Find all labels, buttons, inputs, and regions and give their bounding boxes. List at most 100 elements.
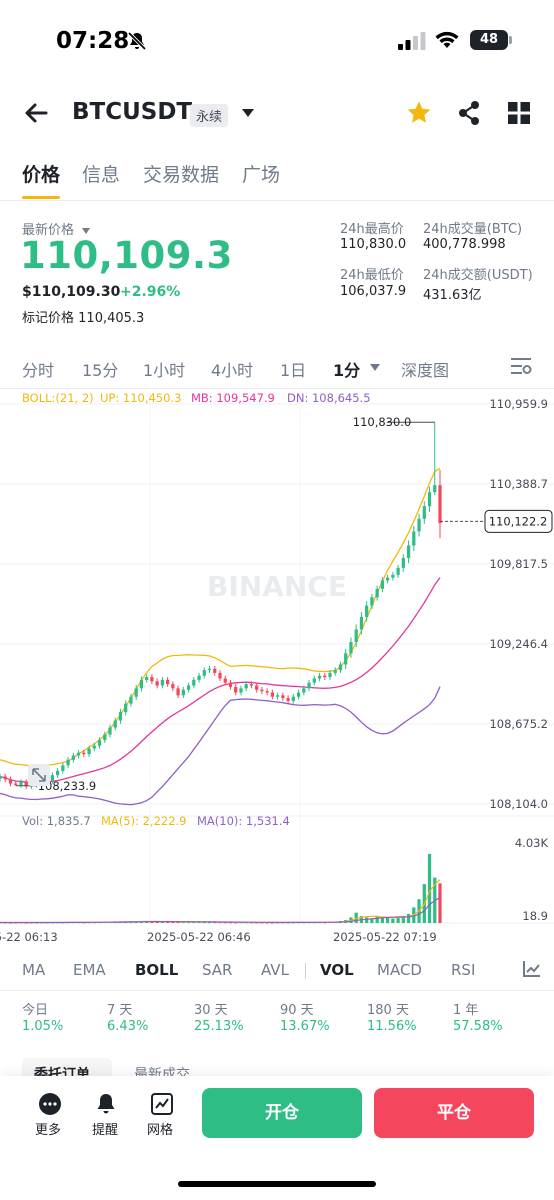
volume-bar: [171, 921, 175, 923]
candle-body: [365, 605, 369, 617]
volume-bar: [150, 921, 154, 923]
perf-value-today: 1.05%: [22, 1019, 64, 1034]
high-24h-label: 24h最高价: [340, 222, 404, 237]
grid-label[interactable]: 网格: [147, 1123, 174, 1138]
indicator-vol[interactable]: VOL: [320, 961, 354, 979]
open-position-button[interactable]: 开仓: [202, 1088, 362, 1138]
last-price: 110,109.3: [20, 234, 233, 277]
perf-value-7d: 6.43%: [107, 1019, 149, 1034]
perf-value-30d: 25.13%: [194, 1019, 244, 1034]
candle-body: [286, 698, 290, 701]
candle-body: [391, 574, 395, 578]
candle-body: [296, 692, 301, 697]
perf-value-90d: 13.67%: [280, 1019, 330, 1034]
indicator-ma[interactable]: MA: [22, 961, 46, 979]
divider: [0, 990, 554, 991]
volume-bar: [427, 853, 432, 923]
more-icon[interactable]: [38, 1092, 62, 1116]
candle-body: [71, 755, 75, 760]
candle-body: [8, 779, 13, 784]
interval-1h[interactable]: 1小时: [143, 361, 186, 380]
indicator-sar[interactable]: SAR: [202, 961, 233, 979]
candle-body: [118, 712, 123, 721]
price-axis-label: 110,959.9: [489, 397, 548, 411]
current-price-tag: 110,122.2: [489, 514, 548, 528]
tab-price[interactable]: 价格: [22, 164, 61, 186]
close-position-button[interactable]: 平仓: [374, 1088, 534, 1138]
candle-body: [307, 682, 311, 689]
interval-1d[interactable]: 1日: [280, 361, 307, 380]
last-price-label[interactable]: 最新价格: [22, 219, 91, 238]
candlestick-chart[interactable]: BINANCE 110,959.9 110,388.7 109,817.5 109,2…: [0, 388, 554, 953]
candle-body: [155, 681, 159, 686]
share-icon[interactable]: [457, 100, 481, 126]
volume-bar: [207, 922, 212, 924]
candle-body: [281, 695, 285, 699]
interval-1m[interactable]: 1分: [333, 361, 361, 380]
candle-body: [291, 696, 295, 701]
grid-menu-icon[interactable]: [508, 102, 530, 124]
volume-ma5: MA(5): 2,222.9: [101, 814, 187, 828]
back-arrow-icon[interactable]: [22, 100, 50, 126]
candle-body: [0, 776, 2, 779]
volume-bar: [202, 922, 206, 924]
indicator-avl[interactable]: AVL: [261, 961, 289, 979]
volume-bar: [228, 922, 233, 924]
candle-body: [87, 748, 91, 755]
expand-chart-icon[interactable]: [28, 764, 50, 786]
indicator-ema[interactable]: EMA: [73, 961, 106, 979]
more-label[interactable]: 更多: [35, 1123, 62, 1138]
boll-lower-band: [0, 686, 441, 806]
candle-body: [438, 485, 442, 524]
candle-body: [150, 677, 154, 682]
candle-body: [338, 664, 343, 671]
tab-trading-data[interactable]: 交易数据: [143, 164, 220, 186]
favorite-star-icon[interactable]: [406, 100, 432, 126]
price-axis-label: 109,817.5: [489, 557, 548, 571]
indicator-rsi[interactable]: RSI: [451, 961, 476, 979]
candle-body: [412, 531, 416, 546]
interval-more-caret-icon[interactable]: [370, 364, 380, 371]
chart-settings-icon[interactable]: [510, 357, 532, 375]
volume-value: Vol: 1,835.7: [22, 814, 91, 828]
indicator-settings-icon[interactable]: [522, 960, 542, 978]
grid-trading-icon[interactable]: [150, 1092, 174, 1116]
candle-body: [129, 696, 133, 704]
candle-body: [255, 685, 259, 690]
high-24h-value: 110,830.0: [340, 237, 407, 252]
tab-info[interactable]: 信息: [82, 164, 121, 186]
candle-body: [380, 580, 385, 589]
interval-line[interactable]: 分时: [22, 361, 55, 380]
status-time: 07:28: [56, 28, 130, 54]
current-price-tag-box[interactable]: [484, 509, 553, 533]
mark-price-value: 110,405.3: [78, 311, 145, 326]
candle-body: [239, 688, 243, 693]
wifi-icon: [435, 31, 459, 48]
volume-axis-label: 18.9: [522, 909, 548, 923]
candle-body: [422, 506, 426, 519]
interval-15m[interactable]: 15分: [82, 361, 119, 380]
candle-body: [103, 734, 107, 741]
alert-label[interactable]: 提醒: [92, 1123, 119, 1138]
symbol-dropdown-icon[interactable]: [242, 109, 254, 117]
price-axis-label: 110,388.7: [489, 477, 548, 491]
candle-body: [171, 684, 175, 689]
candle-body: [385, 577, 390, 581]
volume-bar: [396, 917, 400, 923]
candle-body: [76, 752, 81, 756]
perf-label-30d: 30 天: [194, 1003, 228, 1018]
candle-body: [19, 782, 23, 785]
price-axis-label: 108,104.0: [489, 797, 548, 811]
symbol-title[interactable]: BTCUSDT: [72, 99, 193, 125]
candle-body: [396, 567, 400, 575]
indicator-macd[interactable]: MACD: [377, 961, 422, 979]
interval-4h[interactable]: 4小时: [211, 361, 254, 380]
candle-body: [375, 588, 379, 598]
bell-icon[interactable]: [94, 1092, 118, 1116]
volume-bar: [223, 922, 227, 924]
candle-body: [228, 682, 233, 687]
interval-depth[interactable]: 深度图: [401, 361, 450, 380]
tab-square[interactable]: 广场: [242, 164, 281, 186]
indicator-boll[interactable]: BOLL: [135, 961, 179, 979]
perf-label-1y: 1 年: [453, 1003, 479, 1018]
